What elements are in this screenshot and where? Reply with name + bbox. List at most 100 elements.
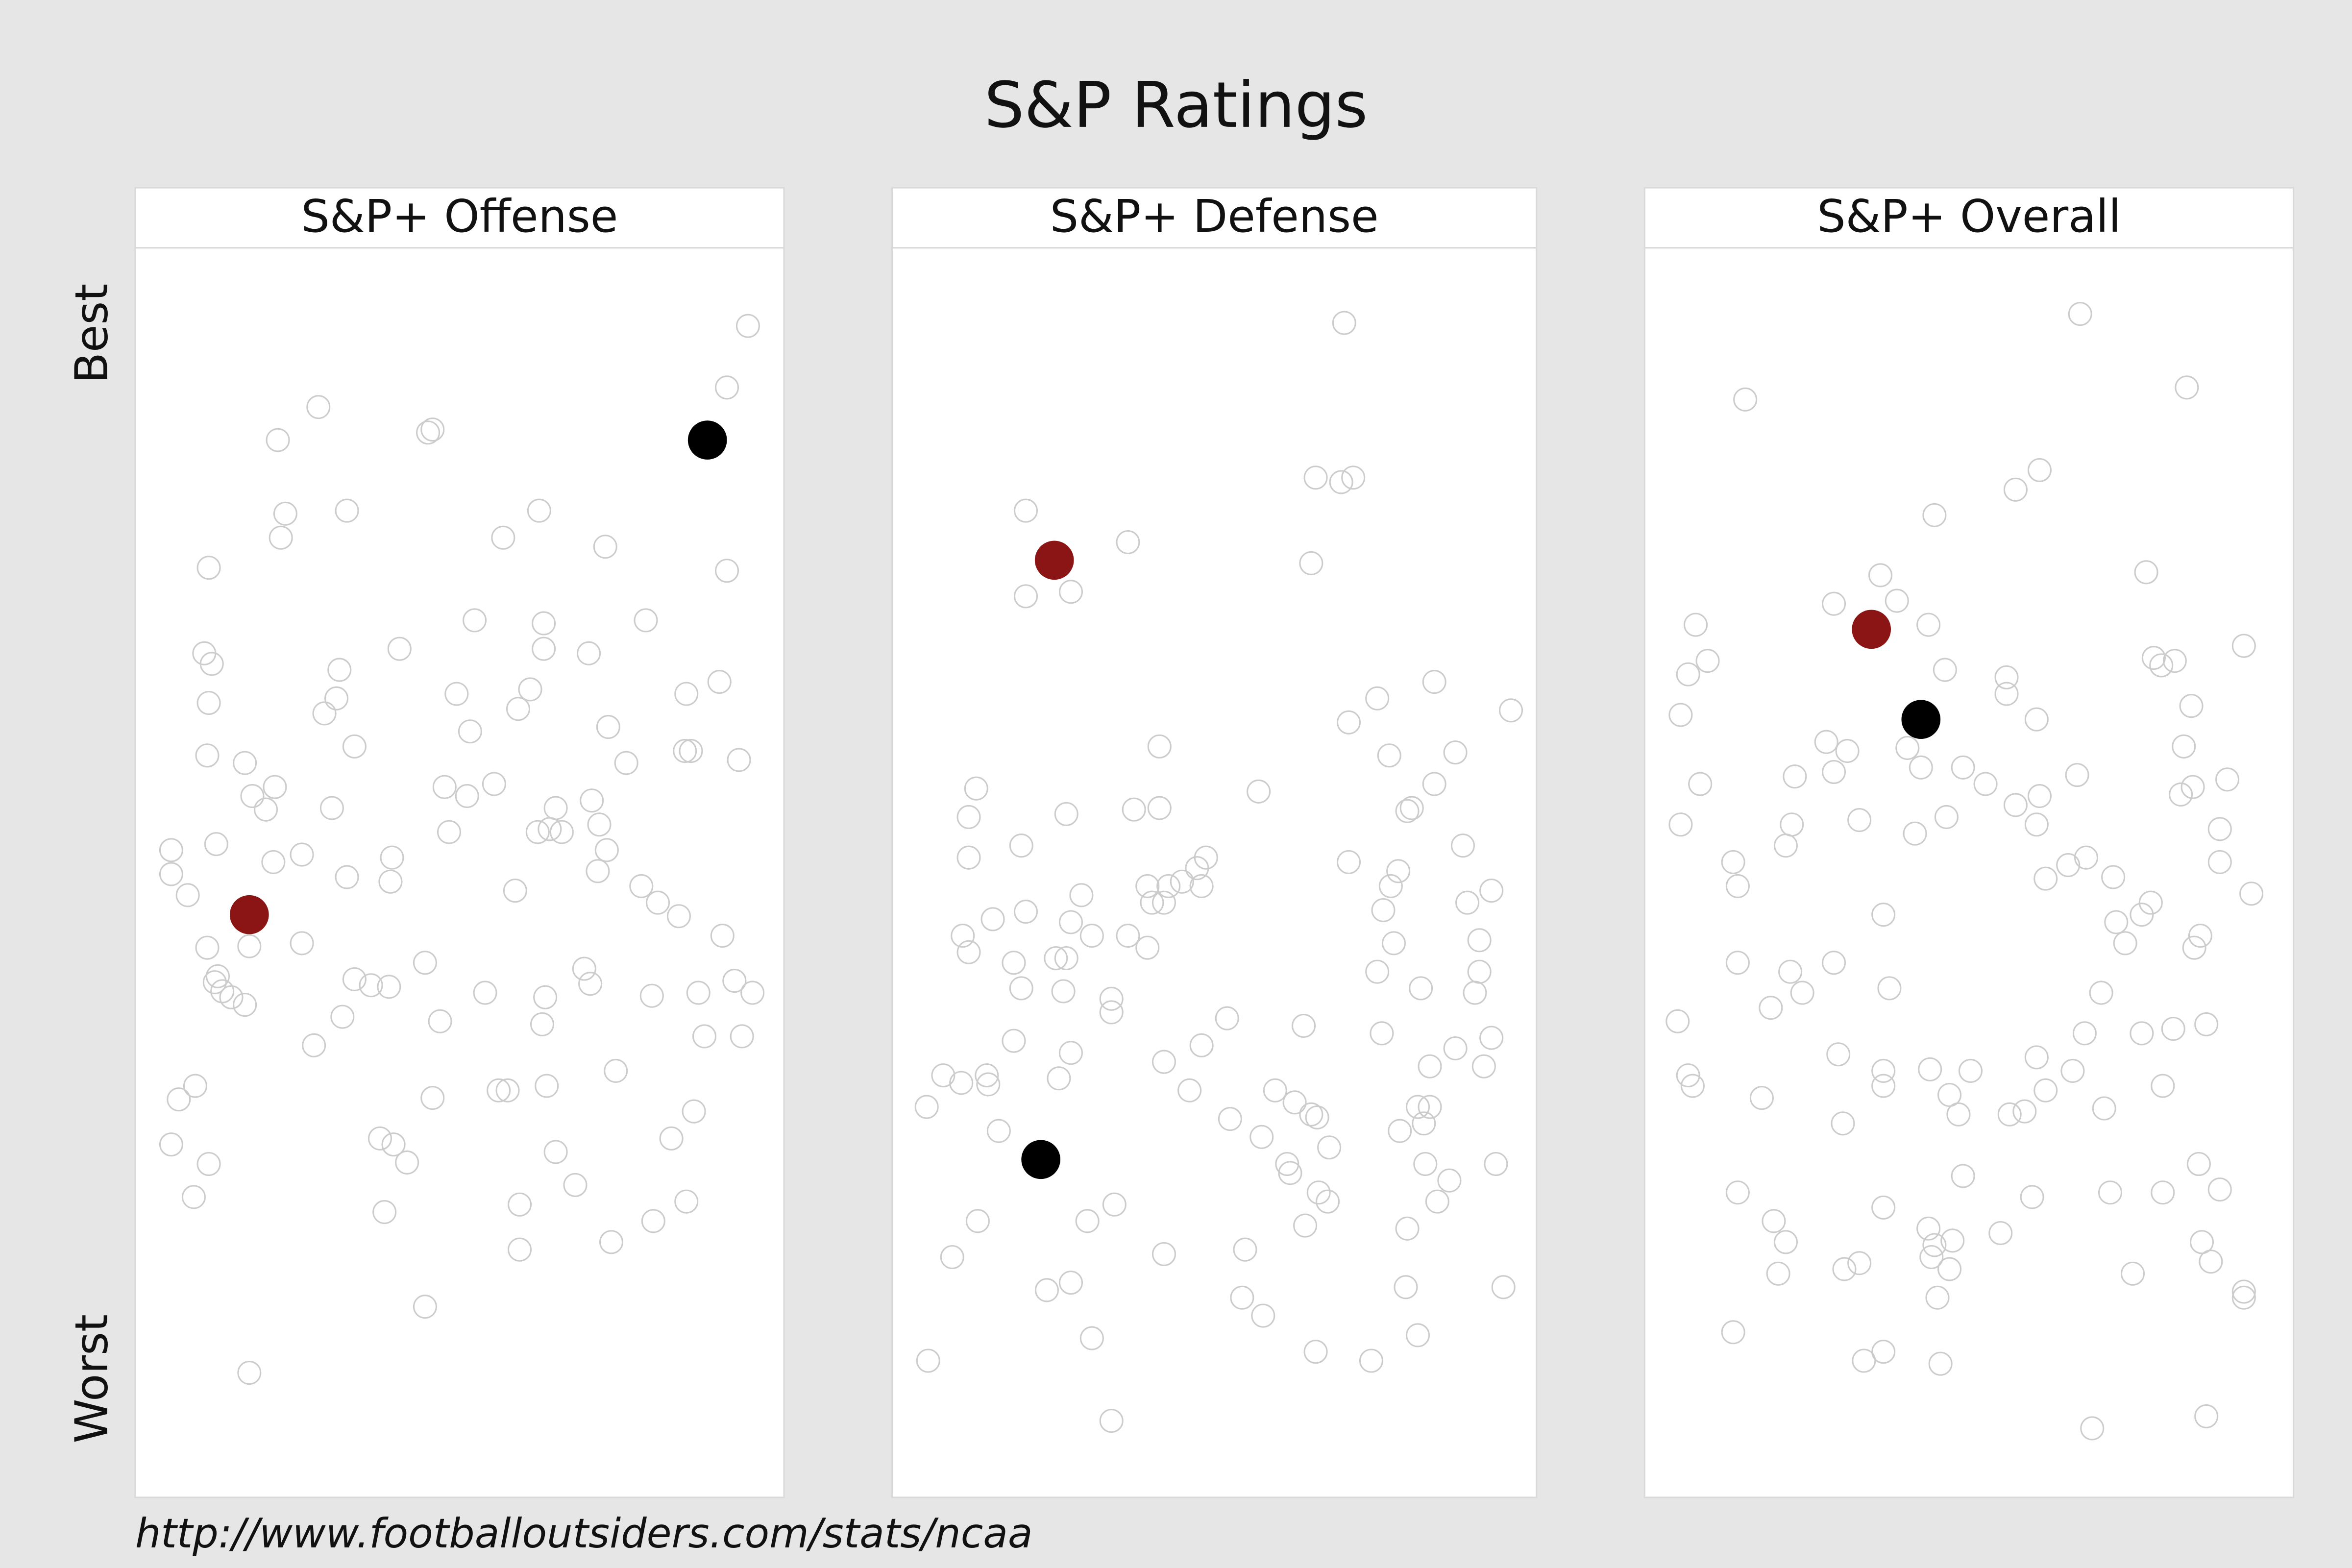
team-point (159, 838, 183, 862)
team-point (2161, 1017, 2185, 1041)
team-point (1778, 959, 1803, 984)
team-point (1455, 890, 1480, 915)
team-point (1994, 665, 2019, 689)
team-point (1371, 898, 1396, 922)
team-point (533, 985, 558, 1009)
team-point (1847, 808, 1872, 833)
team-point (1395, 799, 1420, 823)
team-point (527, 498, 551, 523)
team-point (1783, 764, 1807, 789)
team-point (1922, 503, 1947, 527)
team-point (428, 1009, 452, 1033)
team-point (263, 775, 287, 799)
team-point (1479, 1026, 1504, 1050)
team-point (1871, 903, 1896, 927)
team-point (1822, 951, 1846, 975)
team-point (420, 417, 445, 442)
team-point (1009, 976, 1033, 1001)
team-point (380, 845, 404, 870)
y-bottom-label: Worst (65, 1314, 118, 1444)
team-point (1047, 1066, 1071, 1091)
team-point (202, 970, 227, 995)
team-point (2034, 1078, 2058, 1102)
team-point (1871, 1074, 1896, 1098)
team-point (1215, 1006, 1239, 1030)
team-point (342, 967, 367, 991)
team-point (1058, 910, 1083, 934)
team-point (2169, 782, 2193, 807)
team-point (183, 1074, 207, 1098)
team-point (1152, 1242, 1176, 1266)
team-point (1177, 1078, 1202, 1102)
team-point (674, 1189, 699, 1214)
team-point (240, 784, 265, 808)
team-point (506, 697, 530, 721)
team-point (679, 739, 703, 763)
team-point (1332, 311, 1356, 335)
team-point (1499, 698, 1523, 723)
team-point (2101, 865, 2126, 889)
team-point (1479, 879, 1504, 903)
team-point (543, 1140, 568, 1164)
team-point (181, 1185, 206, 1209)
team-point (359, 973, 383, 998)
team-point (1329, 470, 1353, 494)
team-point (2024, 707, 2049, 732)
highlight-point (1034, 540, 1074, 580)
team-point (455, 784, 479, 808)
team-point (1054, 946, 1078, 971)
team-point (1749, 1086, 1774, 1110)
team-point (727, 748, 751, 772)
team-point (463, 608, 487, 633)
team-point (1370, 1021, 1394, 1046)
highlight-point (1021, 1140, 1060, 1179)
team-point (458, 719, 482, 744)
team-point (2141, 646, 2166, 670)
team-point (420, 1086, 445, 1110)
team-point (1275, 1152, 1299, 1176)
team-point (2072, 1021, 2097, 1046)
team-point (563, 1173, 588, 1197)
team-point (2068, 302, 2092, 326)
team-point (735, 314, 760, 338)
team-point (1958, 1058, 1983, 1083)
team-point (1725, 951, 1750, 975)
team-point (692, 1024, 717, 1049)
team-point (237, 934, 262, 958)
team-point (659, 1126, 684, 1151)
team-point (1099, 1409, 1124, 1433)
team-point (1918, 1057, 1942, 1081)
team-point (956, 845, 981, 870)
team-point (1831, 1111, 1855, 1136)
team-point (1058, 1041, 1083, 1065)
team-point (940, 1245, 964, 1270)
team-point (1903, 821, 1927, 846)
team-point (210, 979, 235, 1004)
team-point (1013, 900, 1038, 924)
team-point (1147, 734, 1172, 759)
team-point (335, 865, 359, 889)
team-point (2024, 1045, 2049, 1070)
team-point (2098, 1180, 2123, 1205)
team-point (1826, 1042, 1851, 1067)
team-point (1822, 591, 1846, 616)
team-point (2120, 1261, 2145, 1286)
team-point (335, 498, 359, 523)
team-point (1852, 1348, 1876, 1373)
team-point (2207, 817, 2232, 841)
highlight-point (229, 895, 269, 934)
team-point (219, 985, 244, 1009)
team-point (1762, 1209, 1786, 1233)
team-point (2182, 935, 2206, 960)
team-point (205, 964, 230, 988)
team-point (2231, 634, 2256, 658)
team-point (715, 375, 739, 400)
team-point (2188, 924, 2212, 948)
team-point (437, 820, 461, 844)
team-point (1233, 1237, 1257, 1262)
team-point (1099, 986, 1124, 1011)
team-point (1079, 1326, 1104, 1350)
team-point (395, 1150, 419, 1175)
team-point (1170, 869, 1194, 894)
team-point (1467, 928, 1492, 953)
